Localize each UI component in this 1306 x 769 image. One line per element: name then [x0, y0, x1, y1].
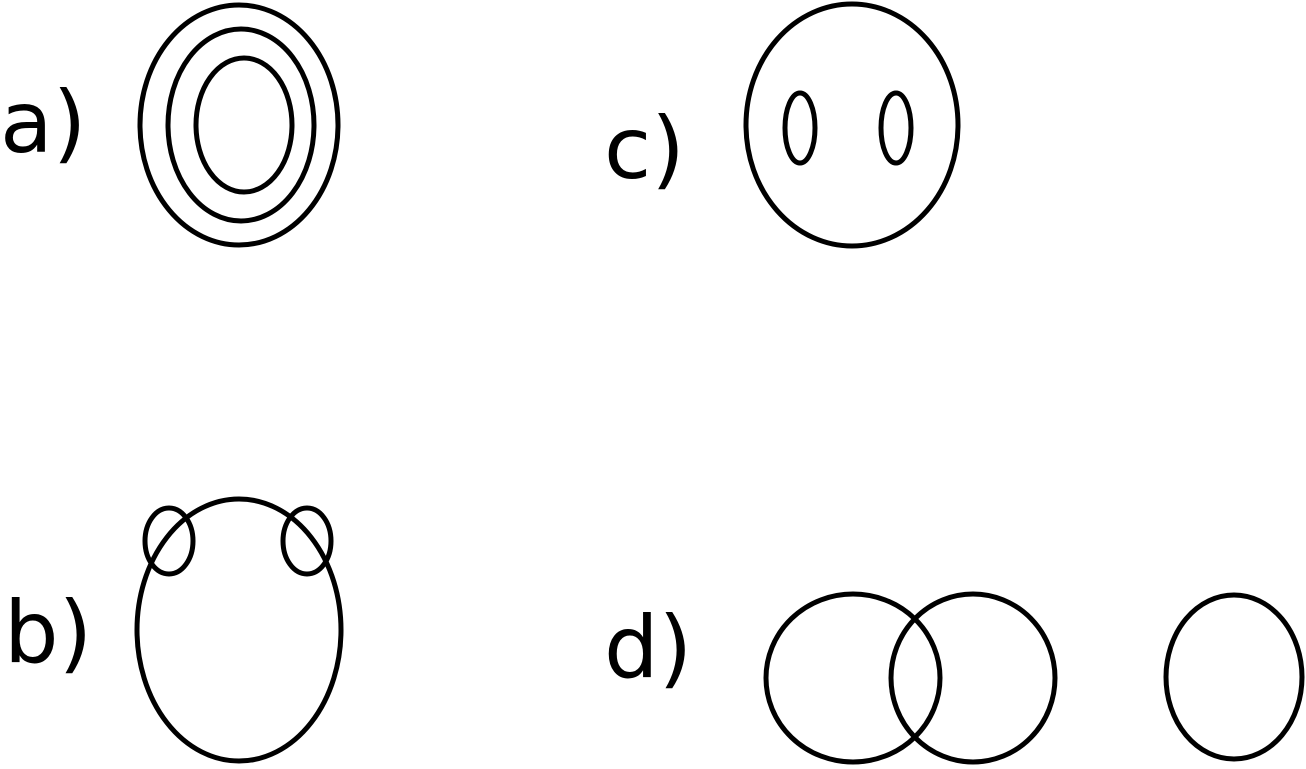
panel-a-middle-ring — [165, 26, 317, 224]
panel-b: b) — [4, 496, 344, 764]
panel-a-inner-ring — [193, 55, 295, 195]
panel-c: c) — [604, 1, 961, 249]
panel-b-right-small-loop — [280, 505, 334, 577]
panel-b-label: b) — [4, 583, 92, 683]
panel-a-label: a) — [0, 73, 86, 173]
panel-c-left-inner-loop — [782, 90, 818, 166]
panel-d-label: d) — [604, 598, 692, 698]
panel-d-left-overlap-loop — [763, 591, 943, 765]
panel-d: d) — [604, 591, 1305, 765]
panel-c-right-inner-loop — [878, 90, 914, 166]
panel-c-outer-loop — [743, 1, 961, 249]
panel-d-right-overlap-loop — [888, 591, 1058, 765]
panel-b-main-loop — [134, 496, 344, 764]
panel-d-separate-loop — [1163, 592, 1305, 762]
panel-a-outer-ring — [137, 2, 341, 248]
panel-c-label: c) — [604, 99, 685, 199]
panel-b-left-small-loop — [142, 505, 196, 577]
panel-a: a) — [0, 2, 341, 248]
